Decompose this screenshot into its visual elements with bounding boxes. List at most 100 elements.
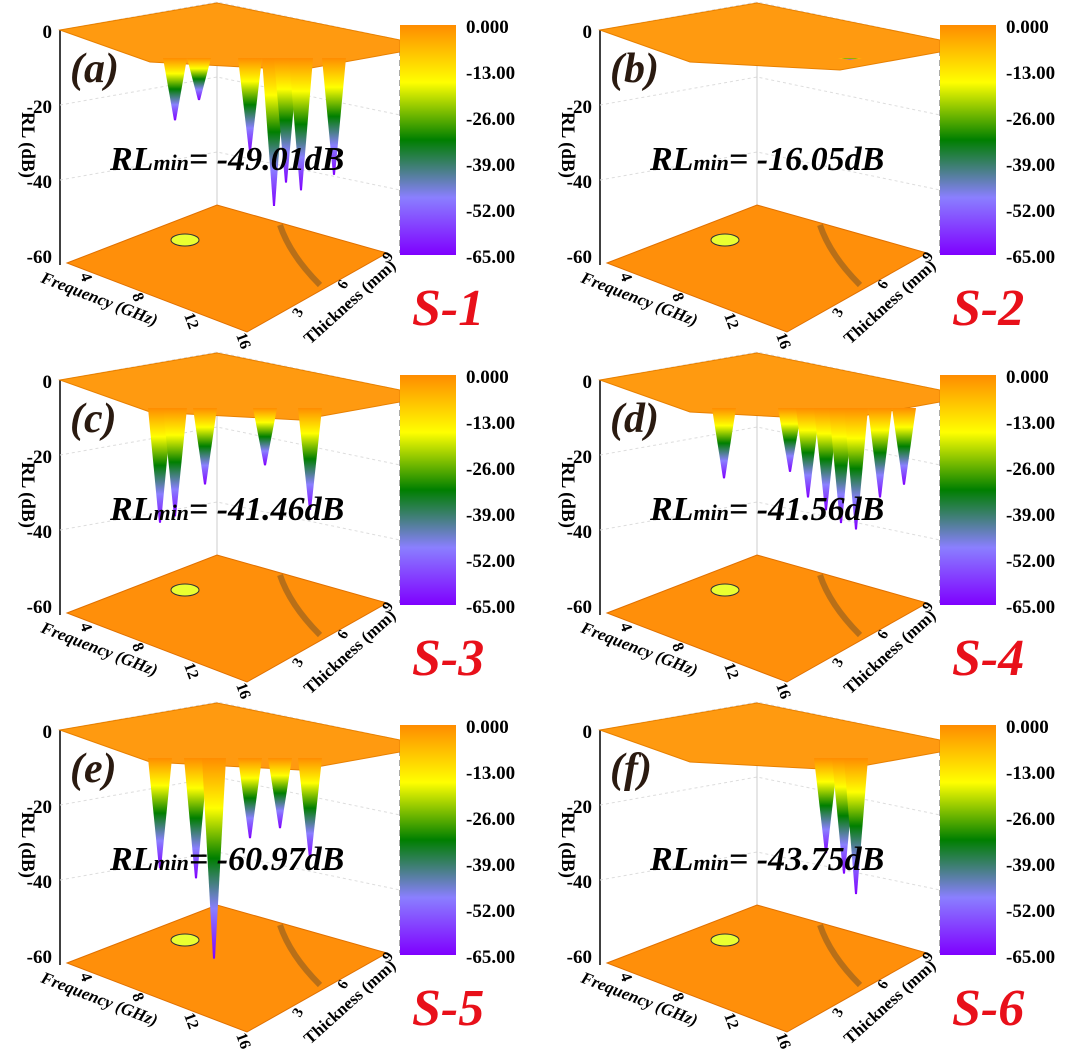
subplot-s-6: 0 -20 -40 -60 RL (dB) 4 8 12 16 Frequency (GHz) 3 6… xyxy=(540,700,1080,1051)
colorbar-tick-label: -13.00 xyxy=(466,413,515,434)
rl-dip xyxy=(796,408,820,498)
rl-subscript: min xyxy=(153,150,188,175)
gridline xyxy=(59,426,401,466)
subplot-s-3: 0 -20 -40 -60 RL (dB) 4 8 12 16 Frequency (GHz) 3 6… xyxy=(0,350,540,701)
rl-label: RL xyxy=(109,841,153,878)
rl-dip xyxy=(163,58,187,121)
z-tick-label: -40 xyxy=(567,522,592,543)
colorbar-tick-label: 0.000 xyxy=(1006,367,1049,388)
gridline xyxy=(59,151,401,191)
rl-dip xyxy=(298,758,322,859)
z-axis-label: RL (dB) xyxy=(17,462,38,528)
x-tick-label: 16 xyxy=(232,681,253,700)
contour-region xyxy=(170,233,200,247)
rl-label: RL xyxy=(109,141,153,178)
rl-value: = -60.97dB xyxy=(189,841,344,878)
z-tick-label: -60 xyxy=(567,947,592,968)
x-tick-label: 12 xyxy=(180,311,201,332)
rl-dip xyxy=(322,58,346,175)
gridline xyxy=(599,851,941,891)
colorbar-tick-label: -52.00 xyxy=(466,901,515,922)
contour-line xyxy=(817,924,863,988)
rl-value: = -41.56dB xyxy=(729,491,884,528)
contour-region xyxy=(710,583,740,597)
rl-min-annotation: RLmin= -41.56dB xyxy=(649,491,884,528)
z-tick-label: -60 xyxy=(567,247,592,268)
rl-dip xyxy=(148,758,172,869)
z-tick-label: 0 xyxy=(43,372,53,393)
rl-subscript: min xyxy=(693,150,728,175)
rl-subscript: min xyxy=(693,850,728,875)
sample-label: S-5 xyxy=(412,980,484,1037)
z-axis-label: RL (dB) xyxy=(557,812,578,878)
z-axis-label: RL (dB) xyxy=(17,112,38,178)
floor-contour-map xyxy=(65,554,389,683)
z-tick-label: 0 xyxy=(43,22,53,43)
z-tick-label: -60 xyxy=(567,597,592,618)
z-tick-label: -20 xyxy=(27,797,52,818)
rl-dip xyxy=(298,408,322,510)
colorbar-tick-label: -39.00 xyxy=(1006,855,1055,876)
colorbar xyxy=(400,375,456,605)
colorbar xyxy=(400,725,456,955)
rl-dip xyxy=(868,408,892,498)
colorbar-tick-label: -52.00 xyxy=(1006,551,1055,572)
colorbar-tick-label: 0.000 xyxy=(466,717,509,738)
rl-dip xyxy=(892,408,916,485)
rl-dip xyxy=(838,58,862,60)
colorbar-tick-label: -26.00 xyxy=(1006,109,1055,130)
y-tick-label: 3 xyxy=(830,656,848,670)
rl-dip xyxy=(253,408,277,466)
rl-label: RL xyxy=(109,491,153,528)
floor-contour-map xyxy=(605,904,929,1033)
rl-min-annotation: RLmin= -16.05dB xyxy=(649,141,884,178)
colorbar-tick-label: -39.00 xyxy=(466,505,515,526)
z-tick-label: -60 xyxy=(27,947,52,968)
panel-letter: (d) xyxy=(610,396,659,442)
colorbar-tick-label: -65.00 xyxy=(1006,947,1055,968)
rl-label: RL xyxy=(649,141,693,178)
colorbar-tick-label: 0.000 xyxy=(466,367,509,388)
panel-letter: (f) xyxy=(610,746,652,792)
floor-contour-map xyxy=(605,554,929,683)
gridline xyxy=(599,76,941,116)
z-tick-label: -60 xyxy=(27,247,52,268)
contour-line xyxy=(817,574,863,638)
sample-label: S-3 xyxy=(412,630,484,687)
sample-label: S-1 xyxy=(412,280,484,337)
colorbar-tick-label: -26.00 xyxy=(466,109,515,130)
colorbar-tick-label: -52.00 xyxy=(466,201,515,222)
x-tick-label: 12 xyxy=(180,661,201,682)
colorbar-tick-label: -65.00 xyxy=(466,597,515,618)
colorbar-tick-label: -39.00 xyxy=(466,155,515,176)
x-tick-label: 12 xyxy=(720,661,741,682)
colorbar-tick-label: -26.00 xyxy=(466,809,515,830)
gridline xyxy=(59,776,401,816)
contour-region xyxy=(710,933,740,947)
contour-region xyxy=(710,233,740,247)
z-tick-label: -20 xyxy=(567,797,592,818)
rl-min-annotation: RLmin= -43.75dB xyxy=(649,841,884,878)
colorbar-tick-label: -65.00 xyxy=(466,247,515,268)
z-tick-label: 0 xyxy=(583,22,593,43)
x-tick-label: 16 xyxy=(232,331,253,350)
panel-letter: (e) xyxy=(70,746,117,792)
panel-letter: (b) xyxy=(610,46,659,92)
floor-contour-map xyxy=(605,204,929,333)
rl-value: = -49.01dB xyxy=(189,141,344,178)
subplot-s-5: 0 -20 -40 -60 RL (dB) 4 8 12 16 Frequency (GHz) 3 6… xyxy=(0,700,540,1051)
colorbar-tick-label: 0.000 xyxy=(1006,717,1049,738)
z-axis-label: RL (dB) xyxy=(17,812,38,878)
x-tick-label: 16 xyxy=(772,1031,793,1050)
contour-region xyxy=(170,583,200,597)
rl-dip xyxy=(778,408,802,472)
colorbar-tick-label: -52.00 xyxy=(466,551,515,572)
colorbar-tick-label: -13.00 xyxy=(466,763,515,784)
colorbar-tick-label: -13.00 xyxy=(1006,413,1055,434)
z-tick-label: -60 xyxy=(27,597,52,618)
rl-label: RL xyxy=(649,491,693,528)
rl-value: = -16.05dB xyxy=(729,141,884,178)
z-tick-label: -40 xyxy=(567,872,592,893)
y-tick-label: 3 xyxy=(290,656,308,670)
